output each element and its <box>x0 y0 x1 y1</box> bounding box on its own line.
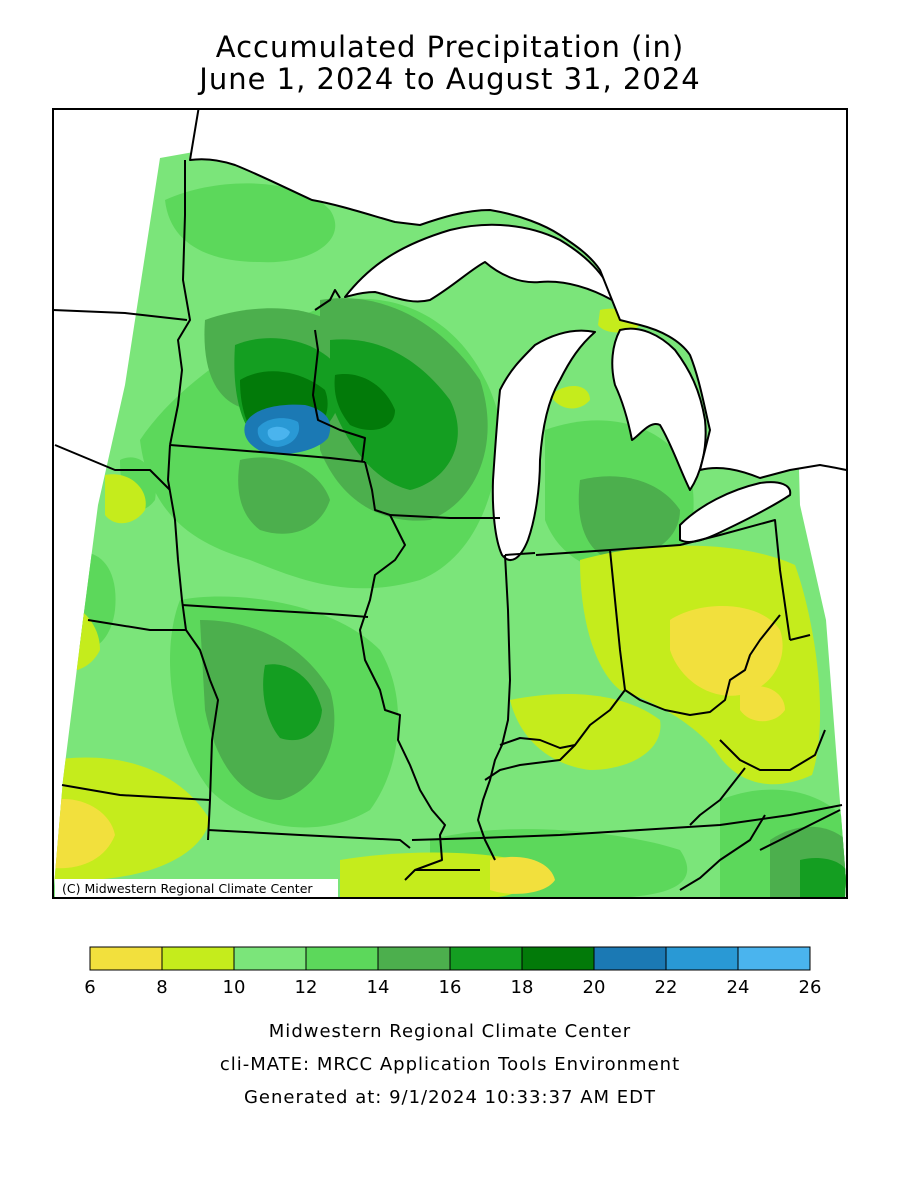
legend-bin-24-26 <box>737 946 811 971</box>
legend-colorbar <box>89 946 811 971</box>
legend-bin-18-20 <box>521 946 595 971</box>
legend-bin-20-22 <box>593 946 667 971</box>
map-frame <box>52 108 848 899</box>
footer-line3: Generated at: 9/1/2024 10:33:37 AM EDT <box>243 1087 656 1108</box>
legend-tick-label: 14 <box>367 977 390 998</box>
legend-bin-22-24 <box>665 946 739 971</box>
map-title-line2: June 1, 2024 to August 31, 2024 <box>199 62 701 96</box>
legend-tick-label: 8 <box>156 977 167 998</box>
map-title-line1: Accumulated Precipitation (in) <box>215 30 685 64</box>
legend-bin-6-8 <box>89 946 163 971</box>
copyright-box <box>55 879 338 897</box>
zone-24-26 <box>267 426 290 441</box>
legend-tick-label: 10 <box>223 977 246 998</box>
zone-6-8 <box>53 606 785 894</box>
copyright-text: (C) Midwestern Regional Climate Center <box>62 881 313 896</box>
lake-superior <box>344 223 613 303</box>
legend-bin-16-18 <box>449 946 523 971</box>
state-boundaries <box>53 160 843 891</box>
legend-bin-12-14 <box>305 946 379 971</box>
footer-line1: Midwestern Regional Climate Center <box>268 1021 632 1042</box>
legend-tick-label: 12 <box>295 977 318 998</box>
legend-tick-label: 18 <box>511 977 534 998</box>
canada-region <box>189 109 847 479</box>
lake-michigan <box>491 329 596 561</box>
legend-tick-label: 6 <box>84 977 95 998</box>
legend-tick-label: 26 <box>799 977 822 998</box>
legend-tick-label: 20 <box>583 977 606 998</box>
lakes-and-canada <box>189 109 847 561</box>
legend-tick-label: 16 <box>439 977 462 998</box>
legend-tick-label: 24 <box>727 977 750 998</box>
legend-tick-label: 22 <box>655 977 678 998</box>
legend-bin-10-12 <box>233 946 307 971</box>
legend-bin-14-16 <box>377 946 451 971</box>
lake-huron <box>611 327 707 491</box>
legend-ticks: 6 8 10 12 14 16 18 20 22 24 26 <box>84 977 821 998</box>
legend-bin-8-10 <box>161 946 235 971</box>
footer-line2: cli-MATE: MRCC Application Tools Environ… <box>219 1054 681 1075</box>
